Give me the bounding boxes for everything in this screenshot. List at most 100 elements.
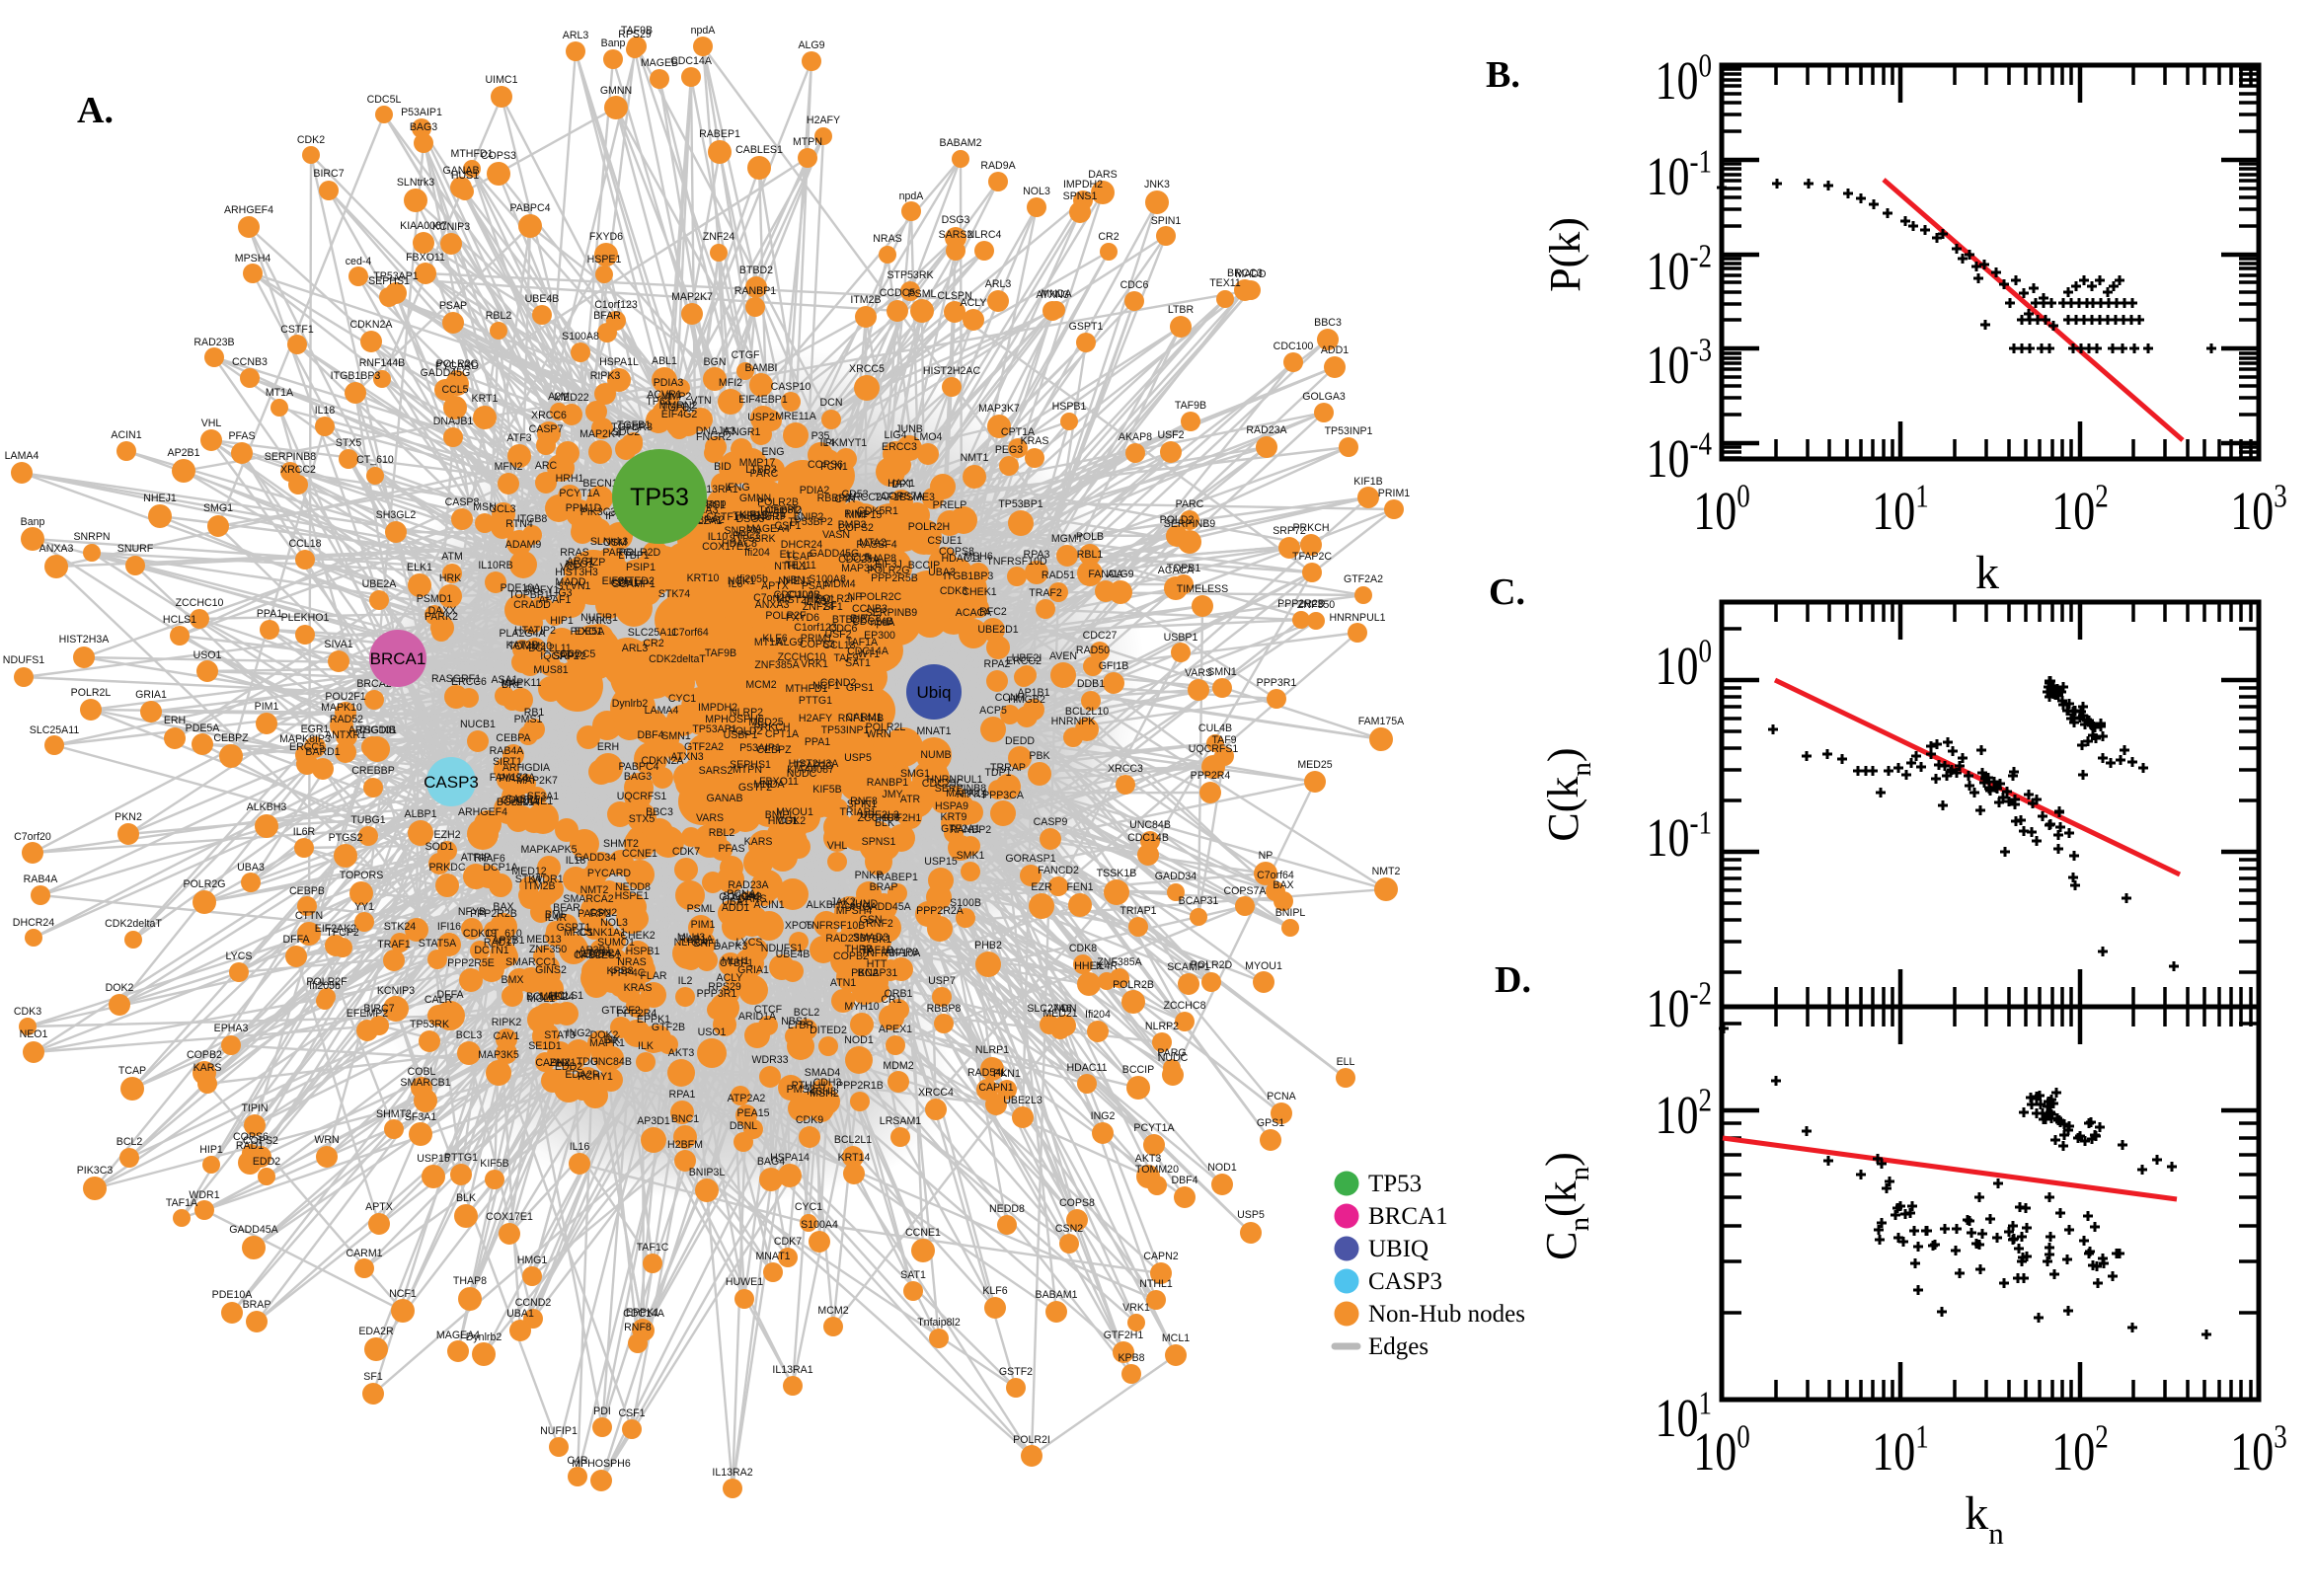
svg-text:IMPDH2: IMPDH2 <box>698 702 737 714</box>
svg-text:SHMT2: SHMT2 <box>603 838 639 850</box>
svg-text:ATXN3: ATXN3 <box>670 751 703 763</box>
svg-text:PIN1: PIN1 <box>844 508 868 520</box>
svg-text:CSN2: CSN2 <box>1055 1223 1083 1235</box>
svg-text:PIM1: PIM1 <box>691 919 716 931</box>
svg-text:RNF8: RNF8 <box>624 1322 652 1333</box>
svg-text:VRK1: VRK1 <box>1122 1302 1150 1314</box>
svg-text:SPIN1: SPIN1 <box>1151 215 1182 227</box>
svg-text:Ifi204: Ifi204 <box>1085 1009 1111 1021</box>
svg-text:GTF2H1: GTF2H1 <box>1104 1330 1144 1341</box>
svg-text:TIPIN: TIPIN <box>241 1102 268 1114</box>
svg-text:COPS2: COPS2 <box>243 1135 278 1147</box>
svg-text:ACP5: ACP5 <box>979 705 1007 717</box>
svg-text:HRK: HRK <box>439 572 461 584</box>
svg-text:PCYT1A: PCYT1A <box>1133 1122 1175 1134</box>
svg-text:BABAM1: BABAM1 <box>1036 1289 1078 1301</box>
svg-text:FCN1: FCN1 <box>820 461 848 473</box>
svg-text:BCL2L1: BCL2L1 <box>834 1134 872 1146</box>
svg-text:IL18: IL18 <box>566 855 586 867</box>
svg-text:ELL: ELL <box>1337 1056 1355 1068</box>
svg-text:SRP72: SRP72 <box>1273 525 1306 537</box>
svg-text:ADD1: ADD1 <box>1321 344 1349 356</box>
svg-text:SERPINB8: SERPINB8 <box>265 451 317 463</box>
svg-text:SERPINB9: SERPINB9 <box>1164 518 1216 530</box>
svg-text:Dynlrb2: Dynlrb2 <box>466 1331 502 1343</box>
svg-text:BABAM2: BABAM2 <box>940 137 982 149</box>
svg-text:RCHY1: RCHY1 <box>578 1071 613 1083</box>
svg-text:k: k <box>1975 547 1999 599</box>
svg-text:BFAR: BFAR <box>593 310 621 322</box>
svg-text:VARS: VARS <box>1185 667 1212 679</box>
svg-text:LTBR: LTBR <box>1168 304 1195 316</box>
svg-text:ACIN1: ACIN1 <box>111 429 141 441</box>
svg-text:ADAM9: ADAM9 <box>505 539 542 551</box>
svg-text:SPNS1: SPNS1 <box>1063 190 1098 202</box>
svg-text:HIST2H3A: HIST2H3A <box>59 634 111 646</box>
svg-text:ZHX1: ZHX1 <box>549 1057 576 1069</box>
svg-text:CCL5: CCL5 <box>441 384 468 396</box>
svg-text:ERCC5: ERCC5 <box>289 741 325 753</box>
svg-text:SIRT1: SIRT1 <box>493 756 522 768</box>
svg-text:LAMA4: LAMA4 <box>645 705 679 717</box>
svg-text:KAT2B: KAT2B <box>506 640 539 651</box>
svg-text:BRCA1: BRCA1 <box>370 649 426 668</box>
svg-text:NDUFS1: NDUFS1 <box>3 654 44 666</box>
svg-text:NCK1: NCK1 <box>728 575 755 587</box>
svg-text:MLH3: MLH3 <box>677 932 705 944</box>
svg-text:ERH: ERH <box>164 715 186 726</box>
svg-text:MTA2: MTA2 <box>859 537 887 549</box>
svg-text:XRCC6: XRCC6 <box>531 410 567 421</box>
svg-text:NBS1: NBS1 <box>781 1016 809 1027</box>
svg-text:Tnfaip8l2: Tnfaip8l2 <box>917 1317 961 1329</box>
svg-text:TSG101: TSG101 <box>357 724 397 736</box>
svg-text:Ubiq: Ubiq <box>917 683 952 702</box>
svg-text:NOD1: NOD1 <box>1207 1162 1237 1174</box>
svg-text:Banp: Banp <box>21 516 45 528</box>
svg-text:GADD45A: GADD45A <box>229 1224 278 1236</box>
svg-text:ALG9: ALG9 <box>1107 569 1133 580</box>
svg-text:CDK2: CDK2 <box>297 134 325 146</box>
svg-text:POLR2C: POLR2C <box>860 591 902 603</box>
svg-text:PSIP1: PSIP1 <box>626 562 656 573</box>
svg-text:PFAS: PFAS <box>228 430 255 442</box>
svg-text:IL2: IL2 <box>678 975 693 987</box>
svg-text:KRT1: KRT1 <box>472 393 499 405</box>
svg-text:PSMD1: PSMD1 <box>417 593 453 605</box>
svg-text:CAPN2: CAPN2 <box>1143 1251 1178 1262</box>
svg-text:EFEMP2: EFEMP2 <box>347 1008 388 1020</box>
svg-text:MYH10: MYH10 <box>844 1001 879 1013</box>
svg-text:VHL: VHL <box>827 840 848 852</box>
svg-text:HDAC11: HDAC11 <box>1066 1062 1107 1074</box>
svg-text:ALBP1: ALBP1 <box>405 808 437 820</box>
svg-text:BTBD2: BTBD2 <box>739 265 773 276</box>
svg-text:MTPN: MTPN <box>733 764 762 776</box>
svg-text:CDC14B: CDC14B <box>1127 832 1169 844</box>
svg-text:RAD52: RAD52 <box>330 714 363 725</box>
svg-text:ATN1: ATN1 <box>830 977 856 989</box>
svg-text:BCCIP: BCCIP <box>1122 1064 1154 1076</box>
svg-text:MT1A: MT1A <box>266 387 294 399</box>
svg-text:MCM2: MCM2 <box>745 679 776 691</box>
svg-text:RPA2: RPA2 <box>984 658 1011 670</box>
svg-text:RAD9A: RAD9A <box>980 160 1016 172</box>
svg-text:CDK2deltaT: CDK2deltaT <box>649 653 706 665</box>
svg-text:TRIAP1: TRIAP1 <box>1119 905 1156 917</box>
svg-text:CCL18: CCL18 <box>289 538 322 550</box>
svg-text:USP2: USP2 <box>747 412 775 423</box>
svg-text:LMO4: LMO4 <box>914 431 943 443</box>
svg-text:STK74: STK74 <box>658 588 690 600</box>
svg-text:STP53RK: STP53RK <box>887 269 933 281</box>
svg-text:ABL1: ABL1 <box>652 355 677 367</box>
svg-text:PARP2: PARP2 <box>578 908 611 920</box>
svg-text:KRT10: KRT10 <box>687 572 720 584</box>
svg-text:Banp: Banp <box>601 38 626 49</box>
svg-text:USBP1: USBP1 <box>1164 632 1198 644</box>
svg-text:HSPA9: HSPA9 <box>935 800 968 812</box>
svg-text:BIRC7: BIRC7 <box>313 168 344 180</box>
svg-text:CDC27: CDC27 <box>1083 630 1118 642</box>
svg-text:MUS81: MUS81 <box>533 664 568 676</box>
svg-text:BBC3: BBC3 <box>646 806 673 818</box>
svg-text:MYOU1: MYOU1 <box>1245 960 1282 972</box>
svg-text:BAX: BAX <box>493 901 513 913</box>
svg-text:MDM2: MDM2 <box>883 1060 913 1072</box>
